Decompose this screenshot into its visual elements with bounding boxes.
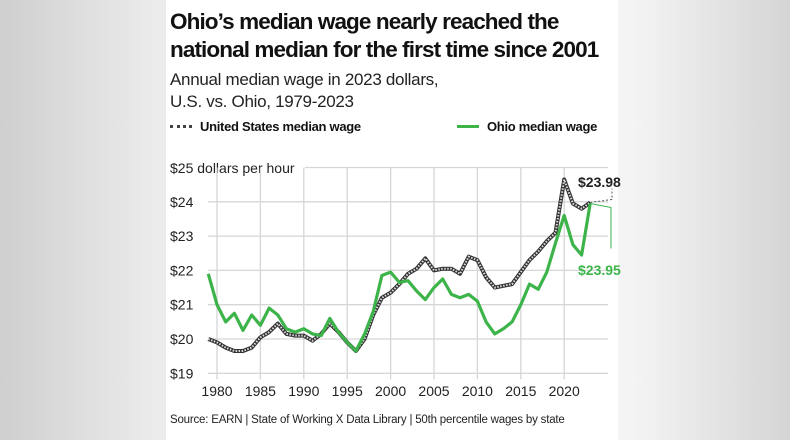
x-tick-label: 1980 bbox=[201, 383, 232, 399]
series-line-us-outline bbox=[207, 177, 592, 353]
x-tick-label: 2020 bbox=[549, 383, 580, 399]
x-tick-label: 2015 bbox=[505, 383, 536, 399]
end-label-us: $23.98 bbox=[578, 174, 621, 190]
y-tick-label: $22 bbox=[170, 262, 194, 278]
leader-line-us bbox=[590, 188, 613, 203]
x-tick-label: 2000 bbox=[375, 383, 406, 399]
y-tick-label: $24 bbox=[170, 194, 194, 210]
legend-label-us: United States median wage bbox=[200, 119, 361, 134]
source-note: Source: EARN | State of Working X Data L… bbox=[170, 414, 565, 426]
legend-swatch-us bbox=[170, 125, 192, 128]
end-label-ohio: $23.95 bbox=[578, 262, 621, 278]
y-axis-label: $25 dollars per hour bbox=[170, 160, 295, 176]
x-tick-label: 2010 bbox=[462, 383, 493, 399]
legend-label-ohio: Ohio median wage bbox=[487, 119, 598, 134]
chart-subtitle: Annual median wage in 2023 dollars, U.S.… bbox=[170, 69, 439, 113]
x-tick-label: 1985 bbox=[245, 383, 276, 399]
leader-line-ohio bbox=[590, 203, 612, 249]
x-tick-label: 1995 bbox=[332, 383, 363, 399]
y-tick-label: $23 bbox=[170, 228, 194, 244]
legend-swatch-ohio bbox=[457, 125, 479, 128]
chart-title: Ohio’s median wage nearly reached the na… bbox=[170, 9, 599, 62]
y-tick-label: $19 bbox=[170, 365, 194, 381]
subtitle-line-2: U.S. vs. Ohio, 1979-2023 bbox=[170, 92, 354, 111]
chart-panel bbox=[166, 0, 618, 440]
x-tick-label: 1990 bbox=[288, 383, 319, 399]
x-tick-label: 2005 bbox=[418, 383, 449, 399]
y-tick-label: $20 bbox=[170, 331, 194, 347]
subtitle-line-1: Annual median wage in 2023 dollars, bbox=[170, 70, 439, 89]
series-line-ohio bbox=[206, 203, 592, 353]
legend-item-ohio: Ohio median wage bbox=[457, 119, 597, 134]
legend-item-us: United States median wage bbox=[170, 119, 361, 134]
y-tick-label: $21 bbox=[170, 297, 194, 313]
series-line-us bbox=[207, 175, 591, 353]
